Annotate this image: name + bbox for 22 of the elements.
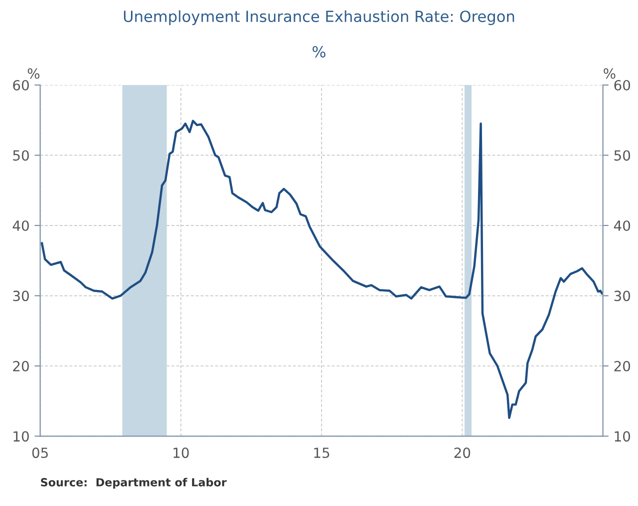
y2-tick-label: 20	[614, 360, 630, 372]
line-series	[40, 120, 603, 420]
y2-tick-label: 60	[614, 80, 630, 90]
y-tick-label: 40	[12, 220, 29, 231]
x-tick-label: 15	[314, 448, 330, 458]
y-tick-label: 30	[13, 290, 29, 302]
y2-tick-label: 40	[614, 220, 630, 231]
y2-tick-label: 30	[614, 290, 630, 302]
y-axis-title: %	[28, 68, 40, 79]
y2-axis-title: %	[604, 68, 616, 79]
source-note: Source: Department of Labor	[40, 478, 227, 489]
chart-title: Unemployment Insurance Exhaustion Rate: Oregon	[124, 10, 514, 26]
x-tick-label: 20	[454, 448, 470, 458]
y2-tick-label: 50	[614, 150, 630, 161]
y-tick-label: 60	[13, 80, 29, 90]
y-tick-label: 50	[13, 150, 29, 161]
x-tick-label: 05	[32, 448, 48, 458]
y2-tick-label: 10	[614, 431, 630, 442]
y-tick-label: 10	[14, 431, 29, 442]
x-tick-label: 10	[174, 448, 189, 458]
chart-subtitle: %	[312, 46, 326, 58]
y-tick-label: 20	[13, 360, 29, 372]
